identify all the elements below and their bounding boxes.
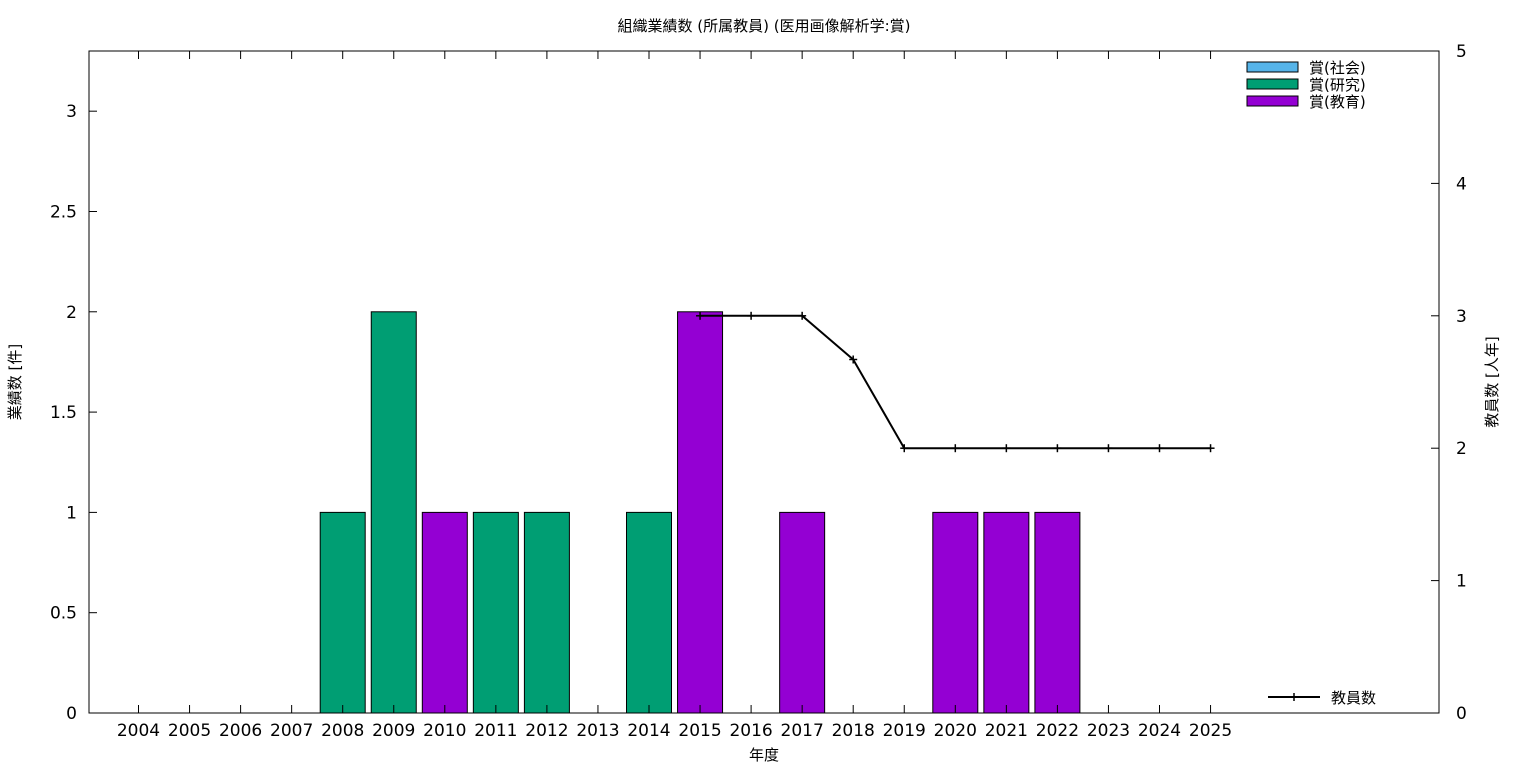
line-series-faculty (700, 314, 1211, 450)
y-right-tick-label: 0 (1456, 704, 1467, 724)
x-tick-label: 2009 (372, 721, 415, 741)
line-point-2025 (1206, 444, 1215, 453)
line-legend: 教員数 (1268, 689, 1376, 707)
x-tick-label: 2023 (1087, 721, 1130, 741)
legend-label-education: 賞(教育) (1309, 93, 1366, 111)
x-tick-label: 2016 (729, 721, 772, 741)
y-right-tick-label: 2 (1456, 439, 1467, 459)
line-point-2017 (798, 311, 807, 320)
x-tick-label: 2018 (832, 721, 875, 741)
y-left-tick-label: 3 (66, 102, 77, 122)
line-point-2016 (747, 311, 756, 320)
bar-education-2022 (1034, 511, 1081, 714)
bars-layer (319, 311, 1081, 714)
y-left-tick-label: 0.5 (50, 604, 77, 624)
x-tick-label: 2017 (781, 721, 824, 741)
legend-label-faculty: 教員数 (1331, 689, 1376, 707)
line-point-2023 (1104, 444, 1113, 453)
x-tick-labels: 2004 2005 2006 2007 2008 2009 2010 2011 2012 2013… (117, 721, 1232, 741)
x-tick-label: 2013 (576, 721, 619, 741)
x-tick-label: 2020 (934, 721, 977, 741)
line-point-2018 (849, 355, 858, 364)
legend-label-research: 賞(研究) (1309, 76, 1366, 94)
y-left-tick-label: 1 (66, 503, 77, 523)
line-point-2019 (900, 444, 909, 453)
x-tick-label: 2010 (423, 721, 466, 741)
bar-research-2014 (626, 511, 672, 714)
y-left-tick-label: 0 (66, 704, 77, 724)
y-right-tick-label: 3 (1456, 307, 1467, 327)
bar-education-2020 (932, 511, 979, 714)
y-left-tick-label: 2.5 (50, 202, 77, 222)
y-right-tick-label: 4 (1456, 174, 1467, 194)
legend-label-social: 賞(社会) (1309, 59, 1366, 77)
x-tick-label: 2015 (678, 721, 721, 741)
bar-research-2009 (370, 311, 417, 714)
x-tick-label: 2007 (270, 721, 313, 741)
line-point-2015 (696, 311, 705, 320)
line-point-2024 (1155, 444, 1164, 453)
legend-swatch-research (1246, 78, 1299, 90)
legend-swatch-education (1246, 95, 1299, 107)
bar-research-2008 (319, 511, 366, 714)
x-tick-label: 2025 (1189, 721, 1232, 741)
line-point-2022 (1053, 444, 1062, 453)
x-tick-label: 2019 (883, 721, 926, 741)
x-tick-label: 2014 (627, 721, 670, 741)
bar-education-2015 (677, 311, 724, 714)
x-tick-label: 2006 (219, 721, 262, 741)
y-left-tick-labels: 0 0.5 1 1.5 2 2.5 3 (50, 102, 77, 724)
line-point-2020 (951, 444, 960, 453)
chart-title: 組織業績数 (所属教員) (医用画像解析学:賞) (618, 17, 911, 35)
bar-education-2010 (421, 511, 468, 714)
x-tick-label: 2021 (985, 721, 1028, 741)
x-tick-label: 2004 (117, 721, 160, 741)
line-point-2021 (1002, 444, 1011, 453)
y-left-tick-label: 2 (66, 303, 77, 323)
y-right-tick-label: 5 (1456, 42, 1467, 62)
bar-research-2011 (472, 511, 519, 714)
legend: 賞(社会)賞(研究)賞(教育) (1246, 59, 1366, 111)
x-axis-label: 年度 (749, 746, 779, 764)
y-axis-left-label: 業績数 [件] (6, 344, 24, 420)
x-tick-label: 2012 (525, 721, 568, 741)
y-left-tick-label: 1.5 (50, 403, 77, 423)
bar-education-2017 (779, 511, 826, 714)
x-tick-label: 2005 (168, 721, 211, 741)
bar-education-2021 (983, 511, 1030, 714)
line-layer (696, 311, 1215, 453)
plot-frame (88, 50, 1440, 714)
x-tick-label: 2024 (1138, 721, 1181, 741)
y-axis-right-label: 教員数 [人年] (1483, 336, 1501, 427)
ticks-layer (89, 50, 1439, 714)
x-tick-label: 2022 (1036, 721, 1079, 741)
legend-swatch-social (1246, 61, 1299, 73)
y-right-tick-label: 1 (1456, 572, 1467, 592)
x-tick-label: 2008 (321, 721, 364, 741)
y-right-tick-labels: 0 1 2 3 4 5 (1456, 42, 1467, 724)
bar-research-2012 (523, 511, 570, 714)
x-tick-label: 2011 (474, 721, 517, 741)
